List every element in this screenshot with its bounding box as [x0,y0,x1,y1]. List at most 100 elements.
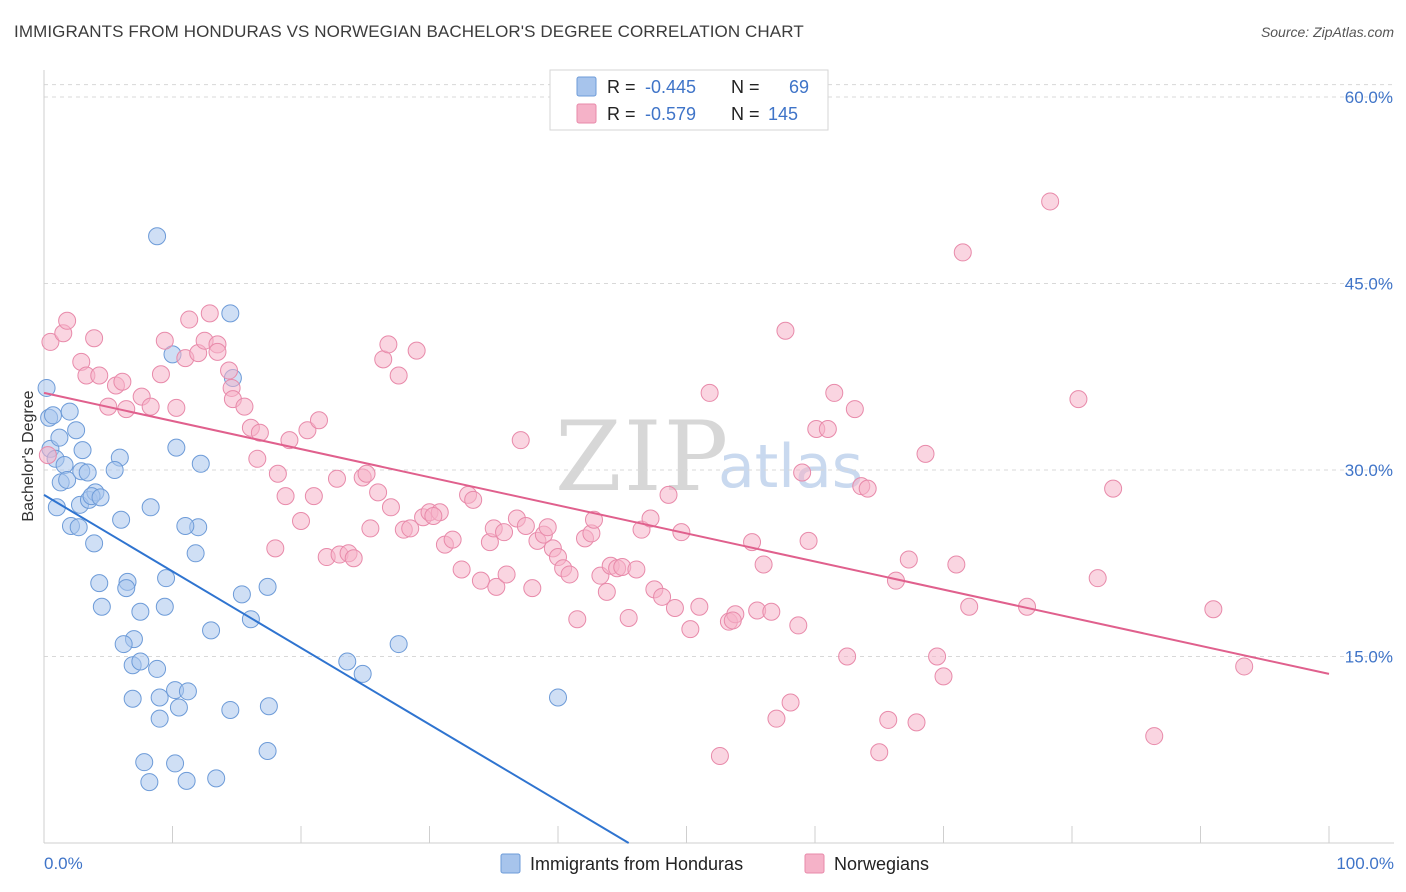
norwegians-point [641,509,660,528]
honduras-point [186,544,205,563]
norwegians-point [327,469,346,488]
norwegians-point [781,693,800,712]
honduras-point [69,518,88,537]
norwegians-point [304,487,323,506]
norwegians-point [767,709,786,728]
honduras-point [135,753,154,772]
norwegians-point [200,304,219,323]
legend-n-label-norwegians: N = [731,104,760,124]
norwegians-point [710,746,729,765]
norwegians-point [443,530,462,549]
norwegians-point [1104,479,1123,498]
norwegians-point [568,610,587,629]
honduras-point [58,470,77,489]
honduras-point [148,659,167,678]
norwegians-point [113,372,132,391]
honduras-point [166,754,185,773]
honduras-point [112,510,131,529]
norwegians-point [1204,600,1223,619]
honduras-point [169,698,188,717]
norwegians-point [424,507,443,526]
honduras-point [73,441,92,460]
norwegians-point [516,516,535,535]
honduras-point [258,577,277,596]
norwegians-point [560,565,579,584]
legend-n-label-honduras: N = [731,77,760,97]
norwegians-point [659,485,678,504]
norwegians-point [947,555,966,574]
honduras-point [259,697,278,716]
honduras-point [178,682,197,701]
honduras-point [155,597,174,616]
norwegians-point [266,539,285,558]
honduras-point [50,428,69,447]
bottom-legend-label-honduras: Immigrants from Honduras [530,854,743,874]
y-tick-label: 30.0% [1345,461,1393,480]
norwegians-point [1069,390,1088,409]
norwegians-point [776,321,795,340]
honduras-point [43,406,62,425]
norwegians-point [369,483,388,502]
honduras-point [338,652,357,671]
y-tick-label: 15.0% [1345,648,1393,667]
legend-r-value-honduras: -0.445 [645,77,696,97]
norwegians-point [818,419,837,438]
norwegians-point [85,329,104,348]
norwegians-point [690,597,709,616]
norwegians-point [838,647,857,666]
norwegians-point [497,565,516,584]
bottom-legend-swatch-honduras [500,853,521,874]
norwegians-point [1145,727,1164,746]
honduras-point [150,709,169,728]
y-tick-label: 60.0% [1345,88,1393,107]
honduras-point [47,498,66,517]
norwegians-point [523,579,542,598]
honduras-point [78,463,97,482]
honduras-trendline [43,494,630,844]
honduras-point [221,700,240,719]
honduras-point [207,769,226,788]
legend-swatch-honduras [576,76,597,97]
honduras-point [177,771,196,790]
norwegians-point [268,464,287,483]
norwegians-point [953,243,972,262]
norwegians-point [155,331,174,350]
norwegians-point [309,411,328,430]
norwegians-point [700,383,719,402]
norwegians-point [361,519,380,538]
norwegians-point [870,743,889,762]
norwegians-point [597,582,616,601]
norwegians-point [90,366,109,385]
bottom-legend: Immigrants from Honduras Norwegians [500,853,929,874]
norwegians-point [916,444,935,463]
watermark-zip: ZIP [555,401,730,513]
legend: R = -0.445 N = 69 R = -0.579 N = 145 [549,69,829,131]
norwegians-point [250,423,269,442]
honduras-point [232,585,251,604]
bottom-legend-swatch-norwegians [804,853,825,874]
honduras-point [549,688,567,707]
norwegians-point [38,446,57,465]
legend-n-value-norwegians: 145 [768,104,798,124]
norwegians-point [344,549,363,568]
norwegians-point [960,597,979,616]
gridlines [44,84,1394,657]
norwegians-point [487,577,506,596]
honduras-point [131,652,150,671]
honduras-point [221,304,240,323]
norwegians-point [495,523,514,542]
norwegians-point [627,560,646,579]
honduras-point [37,378,56,397]
honduras-point [92,597,111,616]
norwegians-point [619,608,638,627]
watermark: ZIP atlas [555,401,863,513]
honduras-point [353,664,372,683]
norwegians-point [280,431,299,450]
norwegians-point [220,361,239,380]
norwegians-point [1041,192,1060,211]
honduras-point [148,227,167,246]
norwegians-trendline [43,391,1330,675]
norwegians-point [1235,657,1254,676]
legend-swatch-norwegians [576,103,597,124]
trendlines [43,391,1330,844]
